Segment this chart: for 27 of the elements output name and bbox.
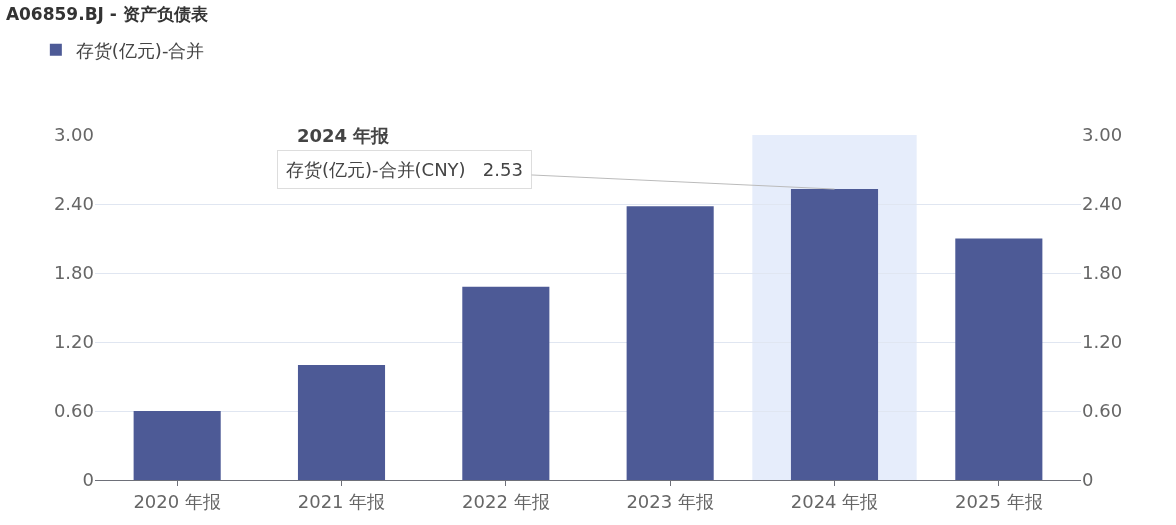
bar xyxy=(626,206,714,480)
y-tick-label: 0.60 xyxy=(53,400,94,422)
bar xyxy=(955,238,1043,480)
y2-tick-label: 2.40 xyxy=(1082,193,1123,215)
chart-title: A06859.BJ - 资产负债表 xyxy=(5,3,209,24)
bar xyxy=(133,411,221,480)
annotation: 存货(亿元)-合并(CNY) 2.53 xyxy=(286,159,523,180)
text: 2024 年报 xyxy=(297,125,390,146)
y2-tick-label: 1.20 xyxy=(1082,331,1123,353)
y-tick-label: 1.80 xyxy=(53,262,94,284)
y2-tick-label: 0 xyxy=(1082,469,1094,491)
bar xyxy=(297,365,386,480)
y-tick-label: 2.40 xyxy=(53,193,94,215)
x-tick-label: 2022 年报 xyxy=(462,490,550,512)
y2-tick-label: 0.60 xyxy=(1082,400,1123,422)
x-tick-label: 2023 年报 xyxy=(626,490,714,512)
x-tick-label: 2025 年报 xyxy=(955,490,1043,512)
y-tick-label: 3.00 xyxy=(53,124,94,146)
bar xyxy=(462,286,550,480)
x-tick-label: 2021 年报 xyxy=(297,490,386,512)
y-tick-label: 1.20 xyxy=(53,331,94,353)
y2-tick-label: 3.00 xyxy=(1082,124,1123,146)
legend-label: 存货(亿元)-合并 xyxy=(75,39,205,61)
x-tick-label: 2024 年报 xyxy=(790,490,879,512)
y-tick-label: 0 xyxy=(82,469,94,491)
y2-tick-label: 1.80 xyxy=(1082,262,1123,284)
x-tick-label: 2020 年报 xyxy=(133,490,221,512)
